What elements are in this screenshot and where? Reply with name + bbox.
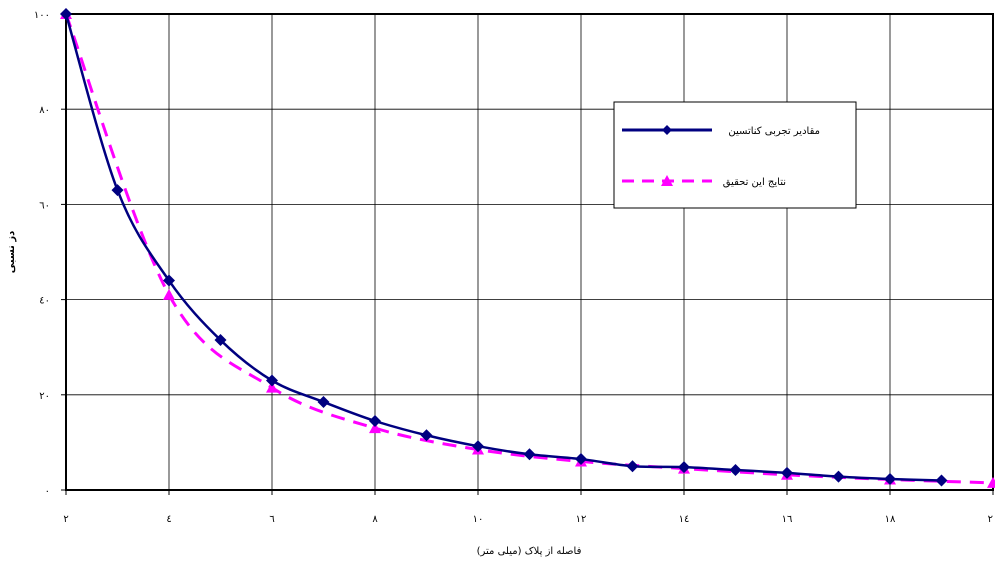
data-point (266, 381, 278, 393)
legend: مقادیر تجربی کناتسین نتایج این تحقیق (613, 101, 857, 209)
data-point (111, 184, 124, 197)
y-tick-label: ١٠٠ (34, 10, 50, 21)
series-1 (60, 8, 995, 488)
data-point (163, 274, 175, 287)
x-tick-label: ٢٠ (988, 514, 995, 525)
grid (66, 14, 993, 490)
x-tick-label: ٢ (63, 514, 68, 525)
data-point (884, 473, 896, 486)
series-line (64, 13, 994, 485)
legend-label-research: نتایج این تحقیق (723, 177, 786, 188)
legend-marker-research (661, 175, 673, 186)
data-point (369, 414, 381, 427)
data-point (678, 461, 690, 474)
y-axis-title: دز نسبی (6, 231, 17, 274)
series-0 (60, 8, 948, 487)
x-tick-label: ١٨ (885, 514, 896, 525)
x-axis-ticks: ٢ ٤ ٦ ٨ ١٠ ١٢ ١٤ ١٦ ١٨ ٢٠ (63, 490, 995, 525)
data-point (832, 470, 845, 483)
x-tick-label: ٤ (166, 514, 171, 525)
data-point (987, 476, 995, 488)
x-tick-label: ١٢ (576, 514, 587, 525)
data-point (369, 422, 381, 434)
legend-marker-experimental (662, 125, 672, 135)
data-point (317, 395, 330, 408)
y-tick-label: ٦٠ (39, 200, 50, 211)
data-point (729, 464, 742, 477)
data-point (60, 8, 72, 20)
x-tick-label: ١٤ (679, 514, 690, 525)
data-point (266, 374, 278, 387)
data-point (626, 460, 639, 473)
y-tick-label: ٨٠ (39, 105, 50, 116)
legend-box (613, 101, 857, 209)
x-axis-title: فاصله از پلاک (میلی متر) (477, 546, 582, 557)
y-tick-label: ٢٠ (39, 391, 50, 402)
data-point (163, 288, 175, 300)
y-tick-label: ٠ (45, 486, 50, 497)
series-layer (60, 8, 995, 488)
data-point (472, 440, 484, 453)
y-axis-ticks: ٠ ٢٠ ٤٠ ٦٠ ٨٠ ١٠٠ (34, 10, 66, 497)
x-tick-label: ٦ (269, 514, 274, 525)
plot-area-frame (65, 13, 994, 491)
x-tick-label: ١٠ (473, 514, 484, 525)
data-point (575, 453, 587, 466)
data-point (935, 474, 948, 487)
x-tick-label: ٨ (372, 514, 378, 525)
y-tick-label: ٤٠ (39, 296, 50, 307)
x-tick-label: ١٦ (782, 514, 793, 525)
data-point (214, 334, 227, 347)
series-line (64, 13, 942, 482)
legend-label-experimental: مقادیر تجربی کناتسین (728, 126, 820, 137)
data-point (523, 448, 536, 461)
data-point (781, 466, 793, 479)
data-point (420, 429, 433, 442)
